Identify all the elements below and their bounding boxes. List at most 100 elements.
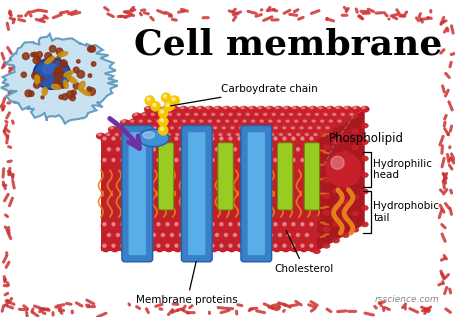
- FancyBboxPatch shape: [304, 143, 319, 210]
- Ellipse shape: [340, 113, 348, 119]
- Circle shape: [210, 157, 218, 166]
- Circle shape: [52, 59, 55, 62]
- Text: rsscience.com: rsscience.com: [375, 295, 439, 304]
- Circle shape: [112, 223, 115, 226]
- Circle shape: [197, 234, 201, 236]
- Circle shape: [160, 146, 169, 155]
- Ellipse shape: [141, 113, 150, 119]
- Ellipse shape: [132, 134, 136, 136]
- Ellipse shape: [181, 107, 184, 109]
- Circle shape: [91, 62, 96, 66]
- Ellipse shape: [278, 133, 286, 139]
- Ellipse shape: [64, 71, 73, 77]
- Circle shape: [162, 148, 164, 151]
- Circle shape: [237, 243, 245, 252]
- Circle shape: [223, 146, 232, 155]
- Circle shape: [161, 127, 164, 130]
- Ellipse shape: [272, 113, 275, 115]
- Circle shape: [178, 146, 187, 155]
- Circle shape: [128, 136, 137, 144]
- Ellipse shape: [184, 113, 193, 119]
- Ellipse shape: [342, 151, 349, 155]
- FancyBboxPatch shape: [158, 143, 174, 210]
- Circle shape: [283, 223, 286, 226]
- Ellipse shape: [317, 127, 320, 129]
- Circle shape: [291, 157, 299, 166]
- Circle shape: [170, 96, 179, 105]
- Ellipse shape: [114, 133, 122, 139]
- Circle shape: [184, 223, 187, 226]
- Ellipse shape: [269, 120, 272, 122]
- Circle shape: [148, 137, 151, 140]
- Circle shape: [309, 221, 317, 230]
- Polygon shape: [1, 34, 118, 124]
- Ellipse shape: [315, 113, 319, 115]
- Ellipse shape: [183, 133, 191, 139]
- Circle shape: [224, 148, 228, 151]
- Ellipse shape: [352, 195, 358, 199]
- Circle shape: [188, 234, 191, 236]
- Ellipse shape: [288, 134, 291, 136]
- Circle shape: [228, 221, 236, 230]
- Circle shape: [157, 159, 160, 162]
- Ellipse shape: [331, 113, 340, 119]
- Circle shape: [250, 146, 259, 155]
- Ellipse shape: [362, 156, 368, 161]
- Circle shape: [187, 146, 196, 155]
- Circle shape: [286, 146, 295, 155]
- Ellipse shape: [328, 120, 337, 125]
- Circle shape: [255, 243, 263, 252]
- Ellipse shape: [333, 189, 339, 193]
- Circle shape: [301, 159, 304, 162]
- Polygon shape: [101, 136, 317, 251]
- Circle shape: [103, 159, 106, 162]
- Circle shape: [173, 136, 182, 144]
- Ellipse shape: [241, 107, 244, 109]
- Circle shape: [211, 159, 214, 162]
- Circle shape: [108, 148, 110, 151]
- Circle shape: [166, 103, 169, 106]
- Ellipse shape: [362, 189, 368, 193]
- Ellipse shape: [146, 120, 155, 125]
- Ellipse shape: [286, 120, 289, 122]
- Circle shape: [171, 234, 173, 236]
- Ellipse shape: [255, 127, 264, 132]
- Ellipse shape: [292, 107, 300, 112]
- Circle shape: [233, 234, 237, 236]
- Circle shape: [161, 110, 164, 113]
- Circle shape: [197, 148, 201, 151]
- Ellipse shape: [342, 200, 349, 204]
- Circle shape: [310, 244, 313, 247]
- Circle shape: [128, 243, 137, 252]
- Circle shape: [255, 157, 263, 166]
- Ellipse shape: [110, 127, 113, 129]
- Circle shape: [210, 136, 218, 144]
- Ellipse shape: [148, 133, 157, 139]
- Circle shape: [259, 232, 268, 241]
- FancyBboxPatch shape: [277, 143, 293, 210]
- Ellipse shape: [300, 127, 303, 129]
- Circle shape: [210, 243, 218, 252]
- Ellipse shape: [145, 107, 153, 112]
- Circle shape: [40, 77, 44, 81]
- Circle shape: [33, 52, 37, 57]
- Ellipse shape: [145, 127, 148, 129]
- Circle shape: [206, 234, 210, 236]
- Ellipse shape: [235, 133, 243, 139]
- Circle shape: [193, 244, 196, 247]
- Circle shape: [121, 244, 124, 247]
- Ellipse shape: [214, 107, 222, 112]
- Ellipse shape: [210, 113, 219, 119]
- Ellipse shape: [295, 133, 304, 139]
- Ellipse shape: [277, 120, 281, 122]
- Circle shape: [256, 244, 259, 247]
- Circle shape: [282, 136, 290, 144]
- Circle shape: [201, 157, 209, 166]
- Ellipse shape: [163, 107, 166, 109]
- Circle shape: [119, 136, 128, 144]
- Circle shape: [180, 234, 182, 236]
- Ellipse shape: [138, 120, 146, 125]
- Circle shape: [148, 159, 151, 162]
- Circle shape: [292, 159, 295, 162]
- Text: Hydrophobic
tail: Hydrophobic tail: [374, 201, 439, 223]
